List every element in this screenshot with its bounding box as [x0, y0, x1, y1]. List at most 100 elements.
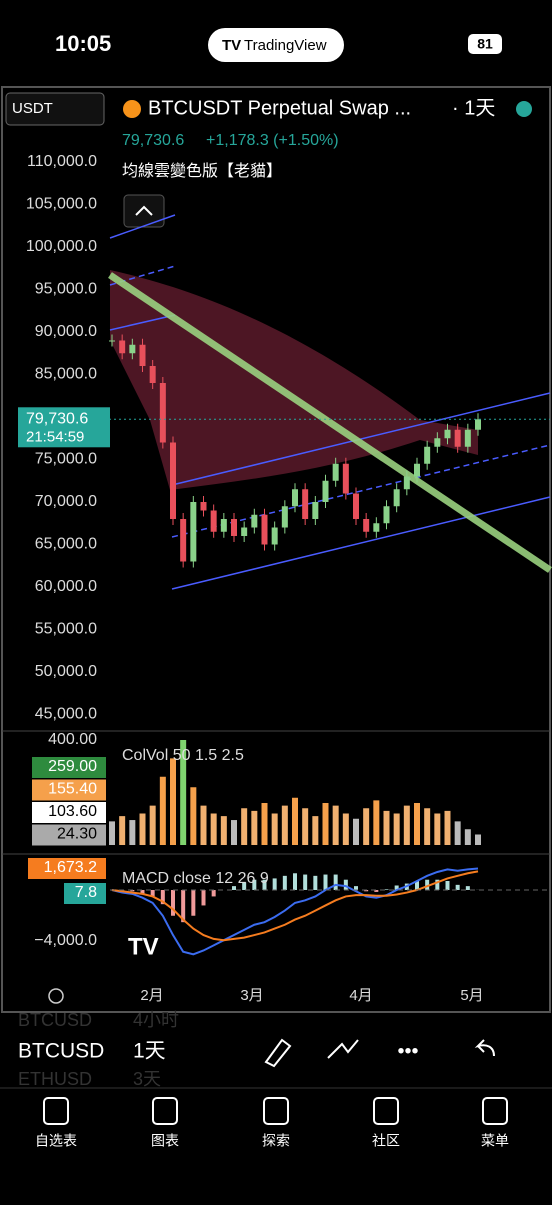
- candle: [160, 383, 166, 443]
- candle: [394, 489, 400, 506]
- macd-hist: [456, 885, 460, 890]
- y-tick-label: 45,000.0: [35, 706, 97, 723]
- volume-bar: [272, 814, 278, 846]
- collapse-button[interactable]: [124, 195, 164, 227]
- volume-bar: [231, 820, 237, 845]
- candle: [384, 506, 390, 523]
- watch-symbol[interactable]: ETHUSD: [18, 1069, 92, 1089]
- x-tick-label: 5月: [460, 987, 483, 1004]
- symbol[interactable]: BTCUSDT Perpetual Swap ...: [148, 97, 411, 119]
- watch-interval[interactable]: 1天: [133, 1040, 166, 1063]
- candle: [180, 519, 186, 562]
- candle: [353, 494, 359, 520]
- volume-bar: [119, 816, 125, 845]
- candle: [190, 502, 196, 562]
- x-tick-label: 3月: [240, 987, 263, 1004]
- volume-bar: [312, 816, 318, 845]
- macd-title: MACD close 12 26 9: [122, 870, 269, 887]
- volume-bar: [373, 800, 379, 845]
- volume-bar: [129, 820, 135, 845]
- volume-bar: [323, 803, 329, 845]
- y-tick-label: 55,000.0: [35, 621, 97, 638]
- volume-badge-value: 259.00: [48, 758, 97, 775]
- volume-bar: [282, 806, 288, 845]
- tv-watermark: TV: [128, 933, 159, 960]
- macd-axis-label: −4,000.0: [34, 932, 97, 949]
- macd-hist: [293, 873, 297, 890]
- volume-bar: [363, 808, 369, 845]
- candle: [455, 430, 461, 447]
- x-tick-label: 4月: [349, 987, 372, 1004]
- y-tick-label: 105,000.0: [26, 196, 97, 213]
- y-tick-label: 75,000.0: [35, 451, 97, 468]
- candle: [262, 515, 268, 545]
- candle: [129, 345, 135, 354]
- macd-hist: [303, 875, 307, 890]
- candle: [343, 464, 349, 494]
- macd-badge-value: 7.8: [75, 884, 97, 901]
- candle: [251, 515, 257, 528]
- tab-label[interactable]: 自选表: [35, 1133, 77, 1149]
- candle: [201, 502, 207, 511]
- candle: [323, 481, 329, 502]
- volume-bar: [109, 821, 115, 845]
- y-tick-label: 100,000.0: [26, 238, 97, 255]
- candle: [312, 502, 318, 519]
- volume-bar: [302, 808, 308, 845]
- candle: [434, 438, 440, 447]
- volume-bar: [170, 758, 176, 845]
- volume-badge-value: 155.40: [48, 781, 97, 798]
- candle: [373, 523, 379, 532]
- volume-axis-label: 400.00: [48, 731, 97, 748]
- app-logo: TV: [222, 37, 241, 54]
- volume-bar: [445, 811, 451, 845]
- tab-label[interactable]: 图表: [151, 1133, 179, 1149]
- currency: USDT: [12, 100, 53, 117]
- app-name: TradingView: [244, 37, 327, 54]
- candle: [241, 528, 247, 537]
- tab-label[interactable]: 菜单: [481, 1133, 509, 1149]
- watch-symbol[interactable]: BTCUSD: [18, 1010, 92, 1030]
- volume-bar: [140, 814, 146, 846]
- tab-label[interactable]: 社区: [372, 1133, 400, 1149]
- candle: [465, 430, 471, 447]
- candle: [302, 489, 308, 519]
- tab-label[interactable]: 探索: [262, 1133, 290, 1149]
- candle: [119, 341, 125, 354]
- volume-bar: [150, 806, 156, 845]
- volume-bar: [333, 806, 339, 845]
- candle: [445, 430, 451, 439]
- watch-interval[interactable]: 3天: [133, 1069, 161, 1089]
- volume-title: ColVol 50 1.5 2.5: [122, 747, 244, 764]
- price-change: +1,178.3 (+1.50%): [206, 132, 339, 149]
- macd-hist: [212, 890, 216, 896]
- clock: 10:05: [55, 31, 111, 56]
- candle: [140, 345, 146, 366]
- interval[interactable]: · 1天: [452, 97, 495, 119]
- macd-hist: [191, 890, 195, 916]
- volume-bar: [190, 787, 196, 845]
- candle: [211, 511, 217, 532]
- coin-icon: [123, 100, 141, 118]
- candle: [272, 528, 278, 545]
- macd-hist: [334, 875, 338, 890]
- countdown: 21:54:59: [26, 428, 84, 445]
- macd-badge-value: 1,673.2: [44, 859, 97, 876]
- volume-badge-value: 103.60: [48, 803, 97, 820]
- watch-symbol[interactable]: BTCUSD: [18, 1040, 104, 1063]
- y-tick-label: 110,000.0: [27, 153, 97, 170]
- candle: [150, 366, 156, 383]
- macd-hist: [202, 890, 206, 905]
- y-tick-label: 95,000.0: [35, 281, 97, 298]
- candle: [363, 519, 369, 532]
- macd-hist: [466, 886, 470, 890]
- more-tools[interactable]: •••: [397, 1040, 418, 1062]
- battery-level: 81: [477, 36, 493, 52]
- candle: [221, 519, 227, 532]
- volume-bar: [251, 811, 257, 845]
- macd-hist: [354, 886, 358, 890]
- x-tick-label: 2月: [140, 987, 163, 1004]
- watch-interval[interactable]: 4小时: [133, 1010, 179, 1030]
- volume-bar: [414, 803, 420, 845]
- volume-bar: [384, 811, 390, 845]
